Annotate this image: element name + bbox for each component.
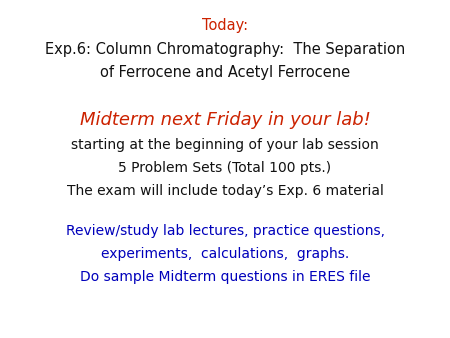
- Text: Midterm next Friday in your lab!: Midterm next Friday in your lab!: [80, 111, 370, 129]
- Text: experiments,  calculations,  graphs.: experiments, calculations, graphs.: [101, 247, 349, 261]
- Text: of Ferrocene and Acetyl Ferrocene: of Ferrocene and Acetyl Ferrocene: [100, 65, 350, 80]
- Text: starting at the beginning of your lab session: starting at the beginning of your lab se…: [71, 138, 379, 152]
- Text: Today:: Today:: [202, 18, 248, 33]
- Text: The exam will include today’s Exp. 6 material: The exam will include today’s Exp. 6 mat…: [67, 184, 383, 198]
- Text: Do sample Midterm questions in ERES file: Do sample Midterm questions in ERES file: [80, 270, 370, 284]
- Text: Exp.6: Column Chromatography:  The Separation: Exp.6: Column Chromatography: The Separa…: [45, 42, 405, 56]
- Text: 5 Problem Sets (Total 100 pts.): 5 Problem Sets (Total 100 pts.): [118, 161, 332, 175]
- Text: Review/study lab lectures, practice questions,: Review/study lab lectures, practice ques…: [66, 223, 384, 238]
